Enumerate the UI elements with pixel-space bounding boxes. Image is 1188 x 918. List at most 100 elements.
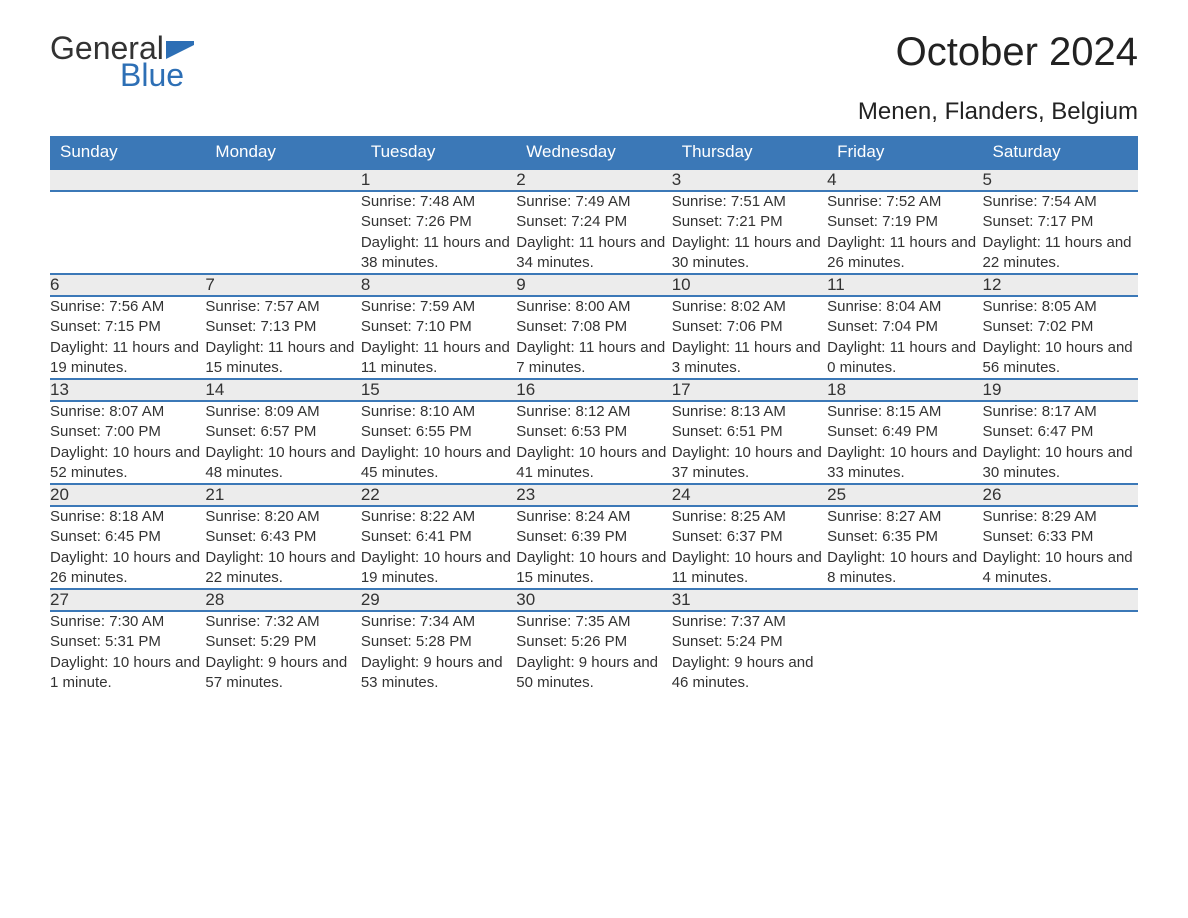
daylight-line: Daylight: 10 hours and 19 minutes. [361,549,511,586]
week-content-row: Sunrise: 7:56 AMSunset: 7:15 PMDaylight:… [50,296,1138,379]
sunset-line: Sunset: 7:15 PM [50,318,161,335]
logo: General Blue [50,30,194,94]
sunrise-line: Sunrise: 8:09 AM [205,403,319,420]
daylight-line: Daylight: 10 hours and 56 minutes. [983,339,1133,376]
day-content-cell: Sunrise: 8:29 AMSunset: 6:33 PMDaylight:… [983,506,1138,589]
day-content-cell: Sunrise: 7:52 AMSunset: 7:19 PMDaylight:… [827,191,982,274]
sunrise-line: Sunrise: 7:49 AM [516,193,630,210]
sunset-line: Sunset: 6:47 PM [983,423,1094,440]
daylight-line: Daylight: 10 hours and 41 minutes. [516,444,666,481]
week-daynum-row: 6789101112 [50,274,1138,296]
location-subtitle: Menen, Flanders, Belgium [50,98,1138,126]
sunrise-line: Sunrise: 8:10 AM [361,403,475,420]
day-number-cell [50,169,205,191]
sunset-line: Sunset: 6:33 PM [983,528,1094,545]
sunset-line: Sunset: 6:57 PM [205,423,316,440]
day-number-cell: 26 [983,484,1138,506]
day-number-cell: 25 [827,484,982,506]
daylight-line: Daylight: 11 hours and 15 minutes. [205,339,354,376]
day-number-cell: 7 [205,274,360,296]
sunset-line: Sunset: 6:41 PM [361,528,472,545]
sunrise-line: Sunrise: 7:34 AM [361,613,475,630]
day-number-cell: 21 [205,484,360,506]
sunrise-line: Sunrise: 8:07 AM [50,403,164,420]
day-content-cell: Sunrise: 7:59 AMSunset: 7:10 PMDaylight:… [361,296,516,379]
day-number-cell: 8 [361,274,516,296]
day-number-cell: 13 [50,379,205,401]
week-daynum-row: 2728293031 [50,589,1138,611]
sunset-line: Sunset: 5:29 PM [205,633,316,650]
daylight-line: Daylight: 10 hours and 33 minutes. [827,444,977,481]
sunset-line: Sunset: 6:43 PM [205,528,316,545]
sunset-line: Sunset: 7:02 PM [983,318,1094,335]
sunrise-line: Sunrise: 8:17 AM [983,403,1097,420]
day-content-cell: Sunrise: 8:09 AM Sunset: 6:57 PM Daylight:… [205,401,360,484]
daylight-line: Daylight: 11 hours and 26 minutes. [827,234,976,271]
sunset-line: Sunset: 7:24 PM [516,213,627,230]
week-daynum-row: 20212223242526 [50,484,1138,506]
sunrise-line: Sunrise: 8:20 AM [205,508,319,525]
day-header-row: SundayMondayTuesdayWednesdayThursdayFrid… [50,136,1138,169]
day-number-cell: 5 [983,169,1138,191]
sunrise-line: Sunrise: 8:27 AM [827,508,941,525]
daylight-line: Daylight: 11 hours and 22 minutes. [983,234,1132,271]
sunrise-line: Sunrise: 7:35 AM [516,613,630,630]
day-content-cell: Sunrise: 7:37 AMSunset: 5:24 PMDaylight:… [672,611,827,693]
day-number-cell: 18 [827,379,982,401]
day-content-cell: Sunrise: 8:05 AM Sunset: 7:02 PM Daylight:… [983,296,1138,379]
daylight-line: Daylight: 10 hours and 48 minutes. [205,444,355,481]
day-content-cell: Sunrise: 8:04 AMSunset: 7:04 PMDaylight:… [827,296,982,379]
day-content-cell: Sunrise: 7:56 AMSunset: 7:15 PMDaylight:… [50,296,205,379]
day-number-cell: 3 [672,169,827,191]
day-content-cell: Sunrise: 8:15 AMSunset: 6:49 PMDaylight:… [827,401,982,484]
daylight-line: Daylight: 10 hours and 45 minutes. [361,444,511,481]
day-content-cell: Sunrise: 8:13 AMSunset: 6:51 PMDaylight:… [672,401,827,484]
day-header: Thursday [672,136,827,169]
week-content-row: Sunrise: 7:48 AM Sunset: 7:26 PM Daylight:… [50,191,1138,274]
day-content-cell: Sunrise: 7:35 AMSunset: 5:26 PMDaylight:… [516,611,671,693]
day-number-cell: 9 [516,274,671,296]
day-header: Wednesday [516,136,671,169]
sunset-line: Sunset: 7:26 PM [361,213,472,230]
day-number-cell: 14 [205,379,360,401]
day-number-cell: 28 [205,589,360,611]
day-content-cell: Sunrise: 8:02 AM Sunset: 7:06 PM Daylight:… [672,296,827,379]
sunset-line: Sunset: 6:37 PM [672,528,783,545]
day-number-cell: 29 [361,589,516,611]
daylight-line: Daylight: 10 hours and 52 minutes. [50,444,200,481]
sunset-line: Sunset: 7:08 PM [516,318,627,335]
daylight-line: Daylight: 10 hours and 11 minutes. [672,549,822,586]
sunrise-line: Sunrise: 8:02 AM [672,298,786,315]
daylight-line: Daylight: 11 hours and 34 minutes. [516,234,665,271]
day-content-cell: Sunrise: 8:24 AMSunset: 6:39 PMDaylight:… [516,506,671,589]
day-header: Friday [827,136,982,169]
sunrise-line: Sunrise: 7:59 AM [361,298,475,315]
day-content-cell: Sunrise: 8:12 AMSunset: 6:53 PMDaylight:… [516,401,671,484]
day-content-cell: Sunrise: 7:49 AM Sunset: 7:24 PM Daylight:… [516,191,671,274]
day-number-cell [983,589,1138,611]
sunset-line: Sunset: 6:35 PM [827,528,938,545]
day-number-cell: 16 [516,379,671,401]
day-number-cell: 20 [50,484,205,506]
sunset-line: Sunset: 7:00 PM [50,423,161,440]
day-content-cell: Sunrise: 7:51 AMSunset: 7:21 PMDaylight:… [672,191,827,274]
sunrise-line: Sunrise: 8:05 AM [983,298,1097,315]
daylight-line: Daylight: 10 hours and 15 minutes. [516,549,666,586]
day-number-cell: 4 [827,169,982,191]
page-title: October 2024 [896,30,1138,75]
week-content-row: Sunrise: 8:07 AM Sunset: 7:00 PM Daylight:… [50,401,1138,484]
sunrise-line: Sunrise: 7:30 AM [50,613,164,630]
sunset-line: Sunset: 7:04 PM [827,318,938,335]
daylight-line: Daylight: 10 hours and 1 minute. [50,654,200,691]
sunrise-line: Sunrise: 8:25 AM [672,508,786,525]
sunrise-line: Sunrise: 7:52 AM [827,193,941,210]
day-number-cell: 27 [50,589,205,611]
sunrise-line: Sunrise: 7:48 AM [361,193,475,210]
day-header: Tuesday [361,136,516,169]
day-number-cell: 12 [983,274,1138,296]
day-number-cell: 22 [361,484,516,506]
sunset-line: Sunset: 7:06 PM [672,318,783,335]
daylight-line: Daylight: 10 hours and 4 minutes. [983,549,1133,586]
sunset-line: Sunset: 6:51 PM [672,423,783,440]
daylight-line: Daylight: 11 hours and 3 minutes. [672,339,821,376]
